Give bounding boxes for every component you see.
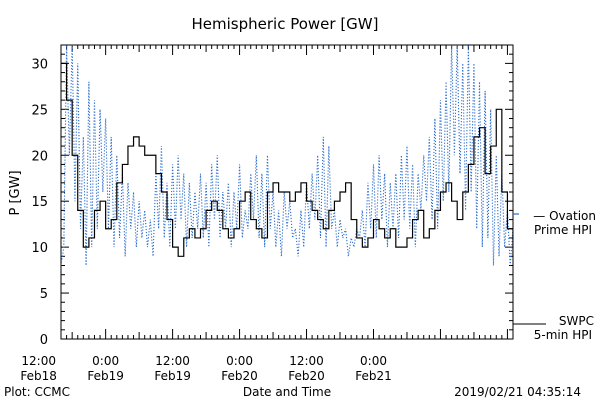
x-tick-label-time: 0:00 xyxy=(92,354,119,368)
series-ovation-line xyxy=(61,45,513,266)
x-tick-label-date: Feb21 xyxy=(355,369,392,383)
y-tick-label: 10 xyxy=(31,241,48,256)
y-tick-label: 25 xyxy=(31,103,48,118)
y-tick-label: 20 xyxy=(31,149,48,164)
y-tick-label: 15 xyxy=(31,195,48,210)
y-tick-label: 30 xyxy=(31,57,48,72)
x-tick-label-time: 0:00 xyxy=(360,354,387,368)
legend-swpc-line1: SWPC xyxy=(559,314,594,328)
y-tick-label: 5 xyxy=(40,287,48,302)
x-tick-label-time: 12:00 xyxy=(155,354,190,368)
chart-title: Hemispheric Power [GW] xyxy=(192,15,379,33)
x-tick-label-date: Feb18 xyxy=(20,369,57,383)
x-axis-label: Date and Time xyxy=(243,385,331,399)
x-tick-label-date: Feb19 xyxy=(154,369,191,383)
legend-ovation-line1: — Ovation xyxy=(533,209,596,223)
legend-swpc-line2: 5-min HPI xyxy=(534,328,592,342)
footer-timestamp: 2019/02/21 04:35:14 xyxy=(454,385,581,399)
x-tick-label-time: 0:00 xyxy=(226,354,253,368)
x-tick-label-date: Feb20 xyxy=(221,369,258,383)
x-tick-label-date: Feb19 xyxy=(87,369,124,383)
y-axis-label: P [GW] xyxy=(8,170,23,215)
y-tick-label: 0 xyxy=(40,333,48,348)
series-swpc-line xyxy=(61,62,513,257)
footer-plot-credit: Plot: CCMC xyxy=(4,385,70,399)
x-tick-label-time: 12:00 xyxy=(289,354,324,368)
legend-ovation-line2: Prime HPI xyxy=(534,223,592,237)
x-tick-label-time: 12:00 xyxy=(21,354,56,368)
x-tick-label-date: Feb20 xyxy=(288,369,325,383)
